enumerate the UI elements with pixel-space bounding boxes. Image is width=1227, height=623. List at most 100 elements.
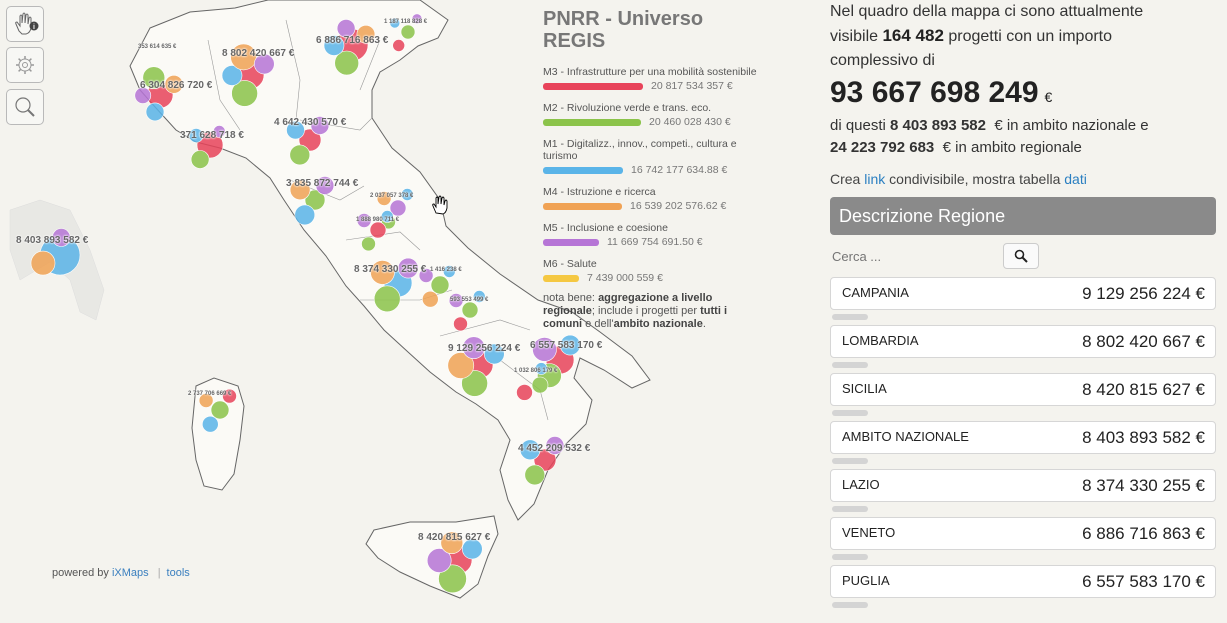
search-map-button[interactable] <box>6 89 44 125</box>
project-bubble[interactable] <box>142 66 166 89</box>
pan-info-button[interactable]: i <box>6 6 44 42</box>
project-bubble[interactable] <box>213 125 226 138</box>
project-bubble[interactable] <box>440 531 464 555</box>
project-bubble[interactable] <box>30 250 56 276</box>
project-bubble[interactable] <box>230 43 257 71</box>
project-bubble[interactable] <box>253 53 275 75</box>
region-row[interactable]: PUGLIA 6 557 583 170 € <box>830 565 1216 613</box>
project-bubble[interactable] <box>462 336 486 360</box>
project-bubble[interactable] <box>389 17 401 29</box>
region-row[interactable]: SICILIA 8 420 815 627 € <box>830 373 1216 421</box>
legend-item[interactable]: M6 - Salute 7 439 000 559 € <box>543 258 758 284</box>
project-bubble[interactable] <box>298 128 322 152</box>
region-row-box[interactable]: LOMBARDIA 8 802 420 667 € <box>830 325 1216 358</box>
map-area[interactable]: 6 304 826 720 € 8 802 420 667 € 6 886 71… <box>0 0 812 623</box>
region-row-box[interactable]: PUGLIA 6 557 583 170 € <box>830 565 1216 598</box>
project-bubble[interactable] <box>421 290 439 308</box>
project-bubble[interactable] <box>532 337 557 362</box>
project-bubble[interactable] <box>461 301 479 319</box>
region-row-box[interactable]: CAMPANIA 9 129 256 224 € <box>830 277 1216 310</box>
legend: PNRR - Universo REGIS M3 - Infrastruttur… <box>543 8 758 331</box>
project-bubble[interactable] <box>461 538 483 560</box>
project-bubble[interactable] <box>202 415 219 433</box>
project-bubble[interactable] <box>533 448 557 472</box>
project-bubble[interactable] <box>231 80 258 107</box>
project-bubble[interactable] <box>524 464 546 486</box>
project-bubble[interactable] <box>389 199 407 217</box>
project-bubble[interactable] <box>400 24 416 40</box>
project-bubble[interactable] <box>392 39 406 52</box>
project-bubble[interactable] <box>361 236 376 252</box>
project-bubble[interactable] <box>294 204 316 226</box>
region-row[interactable]: LOMBARDIA 8 802 420 667 € <box>830 325 1216 373</box>
project-bubble[interactable] <box>376 191 392 206</box>
legend-item[interactable]: M4 - Istruzione e ricerca 16 539 202 576.… <box>543 186 758 212</box>
share-link[interactable]: link <box>864 171 886 187</box>
project-bubble[interactable] <box>370 260 395 285</box>
project-bubble[interactable] <box>289 144 311 166</box>
project-bubble[interactable] <box>190 150 210 169</box>
project-bubble[interactable] <box>145 102 165 122</box>
project-bubble[interactable] <box>315 176 335 195</box>
tools-link[interactable]: tools <box>166 567 190 579</box>
project-bubble[interactable] <box>411 13 423 25</box>
legend-item[interactable]: M3 - Infrastrutture per una mobilità sos… <box>543 66 758 92</box>
project-bubble[interactable] <box>483 343 505 365</box>
project-bubble[interactable] <box>534 362 548 375</box>
italy-map[interactable] <box>0 0 812 623</box>
project-bubble[interactable] <box>323 35 345 56</box>
project-bubble[interactable] <box>356 213 372 228</box>
project-bubble[interactable] <box>188 128 204 143</box>
project-bubble[interactable] <box>519 439 541 461</box>
region-row[interactable]: CAMPANIA 9 129 256 224 € <box>830 277 1216 325</box>
project-bubble[interactable] <box>198 393 214 408</box>
legend-item[interactable]: M2 - Rivoluzione verde e trans. eco. 20 4… <box>543 102 758 128</box>
project-bubble[interactable] <box>164 75 184 94</box>
project-bubble[interactable] <box>210 400 230 420</box>
project-bubble[interactable] <box>545 436 565 455</box>
project-bubble[interactable] <box>134 87 152 104</box>
project-bubble[interactable] <box>559 334 581 356</box>
settings-button[interactable] <box>6 47 44 83</box>
project-bubble[interactable] <box>400 188 414 201</box>
region-row[interactable]: LAZIO 8 374 330 255 € <box>830 469 1216 517</box>
project-bubble[interactable] <box>369 221 387 239</box>
project-bubble[interactable] <box>426 548 452 573</box>
project-bubble[interactable] <box>438 564 467 594</box>
project-bubble[interactable] <box>461 370 488 397</box>
region-row[interactable]: VENETO 6 886 716 863 € <box>830 517 1216 565</box>
project-bubble[interactable] <box>397 257 419 279</box>
project-bubble[interactable] <box>286 120 305 140</box>
project-bubble[interactable] <box>289 179 311 201</box>
region-row-box[interactable]: LAZIO 8 374 330 255 € <box>830 469 1216 502</box>
region-row-box[interactable]: SICILIA 8 420 815 627 € <box>830 373 1216 406</box>
ixmaps-link[interactable]: iXMaps <box>111 567 149 579</box>
region-row-box[interactable]: VENETO 6 886 716 863 € <box>830 517 1216 550</box>
data-table-link[interactable]: dati <box>1064 171 1087 187</box>
project-bubble[interactable] <box>336 19 356 38</box>
project-bubble[interactable] <box>51 228 71 247</box>
search-input[interactable] <box>830 245 994 267</box>
project-bubble[interactable] <box>304 189 326 211</box>
project-bubble[interactable] <box>430 275 450 295</box>
project-bubble[interactable] <box>334 50 360 76</box>
project-bubble[interactable] <box>516 384 533 401</box>
project-bubble[interactable] <box>418 268 434 283</box>
project-bubble[interactable] <box>380 210 394 223</box>
project-bubble[interactable] <box>373 285 401 313</box>
region-row[interactable]: AMBITO NAZIONALE 8 403 893 582 € <box>830 421 1216 469</box>
project-bubble[interactable] <box>310 116 330 135</box>
project-bubble[interactable] <box>447 352 475 379</box>
project-bubble[interactable] <box>222 388 237 404</box>
project-bubble[interactable] <box>221 65 243 86</box>
project-bubble[interactable] <box>356 24 376 44</box>
project-bubble[interactable] <box>442 265 456 278</box>
legend-item[interactable]: M1 - Digitalizz., innov., competi., cult… <box>543 138 758 176</box>
project-bubble[interactable] <box>453 316 468 332</box>
region-row-box[interactable]: AMBITO NAZIONALE 8 403 893 582 € <box>830 421 1216 454</box>
search-button[interactable] <box>1003 243 1039 269</box>
project-bubble[interactable] <box>448 293 464 308</box>
project-bubble[interactable] <box>472 290 486 303</box>
legend-item[interactable]: M5 - Inclusione e coesione 11 669 754 691… <box>543 222 758 248</box>
project-bubble[interactable] <box>531 376 549 394</box>
